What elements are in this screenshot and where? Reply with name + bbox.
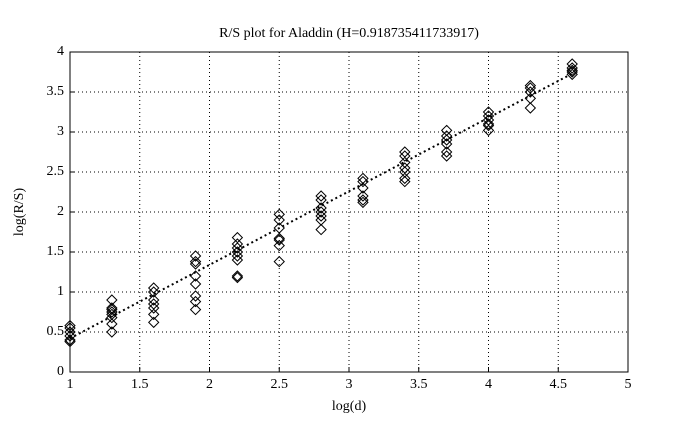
point [231,246,244,258]
point [147,298,160,310]
point [440,146,453,158]
point [147,286,160,298]
y-tick-label: 3 [57,124,64,139]
point [482,124,495,137]
point [482,106,495,118]
x-tick-label: 2.5 [271,377,289,392]
x-tick-label: 2 [206,377,213,392]
x-tick-label: 1.5 [131,377,149,392]
point [231,238,244,250]
x-tick-label: 5 [625,377,632,392]
point [357,182,369,194]
y-tick-label: 0 [57,364,64,379]
point [273,255,285,268]
point [566,68,578,81]
point [524,102,537,114]
fit-line [69,72,573,340]
chart-title: R/S plot for Aladdin (H=0.91873541173391… [219,26,479,41]
point [231,231,244,244]
point [64,334,76,346]
point [106,311,118,324]
y-tick-label: 1.5 [47,244,65,259]
point [231,250,244,262]
point [231,242,244,254]
point [231,254,244,266]
point [147,282,160,294]
point [147,294,160,306]
point [189,250,202,262]
point [315,223,327,236]
x-tick-label: 3.5 [410,377,428,392]
point [273,239,285,252]
point [524,86,537,98]
point [147,316,160,329]
point [440,150,453,162]
point [315,194,327,206]
point [399,166,411,178]
point [399,172,411,185]
point [524,79,537,92]
point [566,62,578,74]
point [106,306,118,318]
point [315,190,327,202]
point [147,308,160,321]
y-tick-label: 1 [57,284,64,299]
point [273,232,285,245]
point [147,302,160,314]
y-tick-label: 3.5 [47,84,65,99]
point [64,322,76,334]
point [399,150,411,162]
point [482,118,495,130]
point [64,330,76,342]
y-tick-label: 2.5 [47,164,65,179]
point [189,303,202,316]
plot-frame [69,51,629,373]
point [189,295,202,308]
y-tick-label: 4 [57,44,64,59]
point [357,175,369,188]
point [189,278,202,290]
point [273,234,285,246]
point [106,318,118,330]
point [566,66,578,78]
y-tick-label: 0.5 [47,324,65,339]
point [189,290,202,302]
point [106,303,118,316]
point [231,271,244,284]
point [231,270,244,282]
y-axis-label: log(R/S) [12,188,27,237]
point [64,335,76,348]
point [106,326,118,338]
x-axis-label: log(d) [332,399,367,414]
x-tick-label: 4.5 [550,377,568,392]
point [315,210,327,222]
point [189,255,202,268]
point [399,175,411,188]
y-tick-label: 2 [57,204,64,219]
point [399,146,411,158]
point [482,119,495,132]
point [357,196,369,209]
point [357,194,369,206]
point [566,64,578,77]
x-tick-label: 3 [346,377,353,392]
point [440,130,453,142]
point [440,134,453,146]
point [273,208,285,221]
x-tick-label: 1 [67,377,74,392]
point [315,206,327,218]
x-tick-label: 4 [485,377,492,392]
point [189,270,202,282]
point [315,202,327,214]
point [357,190,369,202]
point [273,214,285,226]
point [189,258,202,270]
